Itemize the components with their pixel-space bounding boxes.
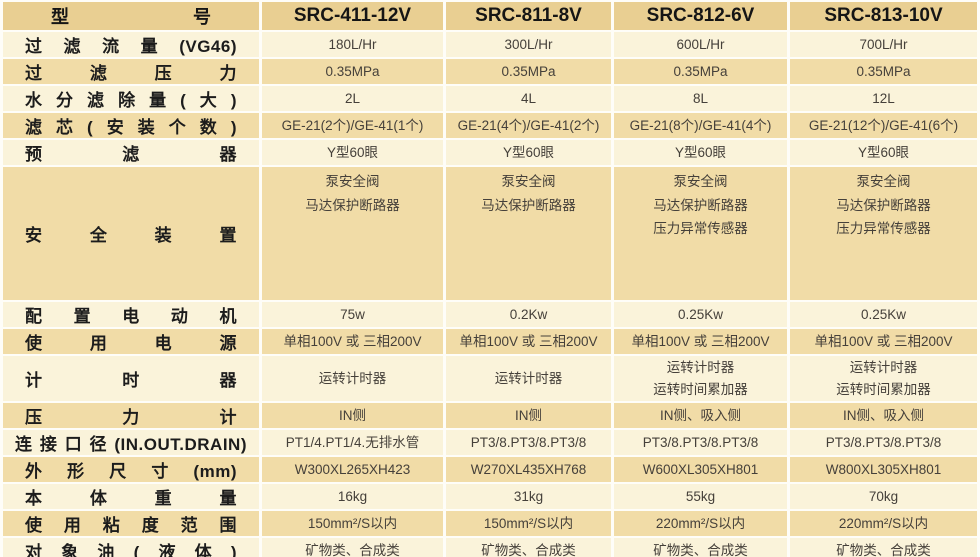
cell-value: 运转计时器 [262, 356, 443, 401]
row-label: 滤芯(安装个数) [3, 113, 259, 138]
cell-value: 矿物类、合成类 [614, 538, 787, 557]
row-label: 连接口径(IN.OUT.DRAIN) [3, 430, 259, 455]
cell-value: Y型60眼 [262, 140, 443, 165]
cell-value: 180L/Hr [262, 32, 443, 57]
row-label: 使用电源 [3, 329, 259, 354]
cell-value: Y型60眼 [790, 140, 977, 165]
row-label: 过滤流量(VG46) [3, 32, 259, 57]
row-label: 水分滤除量(大) [3, 86, 259, 111]
cell-value: 0.35MPa [262, 59, 443, 84]
row-label: 配置电动机 [3, 302, 259, 327]
cell-value: PT3/8.PT3/8.PT3/8 [446, 430, 611, 455]
cell-value: 单相100V 或 三相200V [790, 329, 977, 354]
cell-value: 泵安全阀 马达保护断路器 压力异常传感器 [614, 167, 787, 300]
cell-value: IN侧 [446, 403, 611, 428]
row-label: 压力计 [3, 403, 259, 428]
cell-value: Y型60眼 [614, 140, 787, 165]
row-filter-flow: 过滤流量(VG46) 180L/Hr 300L/Hr 600L/Hr 700L/… [3, 32, 977, 57]
row-label: 安全装置 [3, 167, 259, 300]
row-timer: 计时器 运转计时器 运转计时器 运转计时器 运转时间累加器 运转计时器 运转时间… [3, 356, 977, 401]
cell-value: 150mm²/S以内 [262, 511, 443, 536]
cell-value: W800XL305XH801 [790, 457, 977, 482]
row-motor: 配置电动机 75w 0.2Kw 0.25Kw 0.25Kw [3, 302, 977, 327]
cell-value: 16kg [262, 484, 443, 509]
cell-value: 55kg [614, 484, 787, 509]
cell-value: 泵安全阀 马达保护断路器 [446, 167, 611, 300]
model-column-header: SRC-812-6V [614, 2, 787, 30]
cell-value: 运转计时器 运转时间累加器 [790, 356, 977, 401]
cell-value: 8L [614, 86, 787, 111]
cell-value: 泵安全阀 马达保护断路器 压力异常传感器 [790, 167, 977, 300]
cell-value: 600L/Hr [614, 32, 787, 57]
row-label: 本体重量 [3, 484, 259, 509]
cell-value: 0.2Kw [446, 302, 611, 327]
row-label: 使用粘度范围 [3, 511, 259, 536]
cell-value: 0.35MPa [446, 59, 611, 84]
cell-value: 12L [790, 86, 977, 111]
cell-value: GE-21(12个)/GE-41(6个) [790, 113, 977, 138]
cell-value: 单相100V 或 三相200V [614, 329, 787, 354]
row-weight: 本体重量 16kg 31kg 55kg 70kg [3, 484, 977, 509]
row-pre-filter: 预滤器 Y型60眼 Y型60眼 Y型60眼 Y型60眼 [3, 140, 977, 165]
cell-value: 75w [262, 302, 443, 327]
cell-value: 运转计时器 [446, 356, 611, 401]
cell-value: 220mm²/S以内 [790, 511, 977, 536]
cell-value: 单相100V 或 三相200V [446, 329, 611, 354]
cell-value: 70kg [790, 484, 977, 509]
model-column-header: SRC-811-8V [446, 2, 611, 30]
cell-value: PT3/8.PT3/8.PT3/8 [614, 430, 787, 455]
row-filter-element: 滤芯(安装个数) GE-21(2个)/GE-41(1个) GE-21(4个)/G… [3, 113, 977, 138]
cell-value: GE-21(4个)/GE-41(2个) [446, 113, 611, 138]
cell-value: PT1/4.PT1/4.无排水管 [262, 430, 443, 455]
cell-value: 4L [446, 86, 611, 111]
cell-value: GE-21(2个)/GE-41(1个) [262, 113, 443, 138]
row-filter-pressure: 过滤压力 0.35MPa 0.35MPa 0.35MPa 0.35MPa [3, 59, 977, 84]
cell-value: Y型60眼 [446, 140, 611, 165]
cell-value: 220mm²/S以内 [614, 511, 787, 536]
row-power-supply: 使用电源 单相100V 或 三相200V 单相100V 或 三相200V 单相1… [3, 329, 977, 354]
cell-value: IN侧、吸入侧 [790, 403, 977, 428]
cell-value: 0.25Kw [790, 302, 977, 327]
model-column-header: SRC-813-10V [790, 2, 977, 30]
row-label: 预滤器 [3, 140, 259, 165]
cell-value: 2L [262, 86, 443, 111]
row-pressure-gauge: 压力计 IN侧 IN侧 IN侧、吸入侧 IN侧、吸入侧 [3, 403, 977, 428]
cell-value: IN侧、吸入侧 [614, 403, 787, 428]
cell-value: 300L/Hr [446, 32, 611, 57]
cell-value: PT3/8.PT3/8.PT3/8 [790, 430, 977, 455]
header-row: 型号 SRC-411-12V SRC-811-8V SRC-812-6V SRC… [3, 2, 977, 30]
cell-value: W600XL305XH801 [614, 457, 787, 482]
row-label: 过滤压力 [3, 59, 259, 84]
model-row-label: 型号 [3, 2, 259, 30]
cell-value: W270XL435XH768 [446, 457, 611, 482]
cell-value: 运转计时器 运转时间累加器 [614, 356, 787, 401]
row-water-removal: 水分滤除量(大) 2L 4L 8L 12L [3, 86, 977, 111]
cell-value: 31kg [446, 484, 611, 509]
cell-value: 0.35MPa [614, 59, 787, 84]
cell-value: 0.25Kw [614, 302, 787, 327]
row-label: 对象油(液体) [3, 538, 259, 557]
row-label: 外形尺寸(mm) [3, 457, 259, 482]
row-connection-size: 连接口径(IN.OUT.DRAIN) PT1/4.PT1/4.无排水管 PT3/… [3, 430, 977, 455]
row-safety-devices: 安全装置 泵安全阀 马达保护断路器 泵安全阀 马达保护断路器 泵安全阀 马达保护… [3, 167, 977, 300]
cell-value: 矿物类、合成类 [262, 538, 443, 557]
row-dimensions: 外形尺寸(mm) W300XL265XH423 W270XL435XH768 W… [3, 457, 977, 482]
cell-value: 0.35MPa [790, 59, 977, 84]
cell-value: 矿物类、合成类 [446, 538, 611, 557]
cell-value: 单相100V 或 三相200V [262, 329, 443, 354]
cell-value: IN侧 [262, 403, 443, 428]
cell-value: 700L/Hr [790, 32, 977, 57]
cell-value: 150mm²/S以内 [446, 511, 611, 536]
cell-value: GE-21(8个)/GE-41(4个) [614, 113, 787, 138]
row-label: 计时器 [3, 356, 259, 401]
row-viscosity-range: 使用粘度范围 150mm²/S以内 150mm²/S以内 220mm²/S以内 … [3, 511, 977, 536]
cell-value: 矿物类、合成类 [790, 538, 977, 557]
cell-value: W300XL265XH423 [262, 457, 443, 482]
row-target-oil: 对象油(液体) 矿物类、合成类 矿物类、合成类 矿物类、合成类 矿物类、合成类 [3, 538, 977, 557]
model-column-header: SRC-411-12V [262, 2, 443, 30]
cell-value: 泵安全阀 马达保护断路器 [262, 167, 443, 300]
